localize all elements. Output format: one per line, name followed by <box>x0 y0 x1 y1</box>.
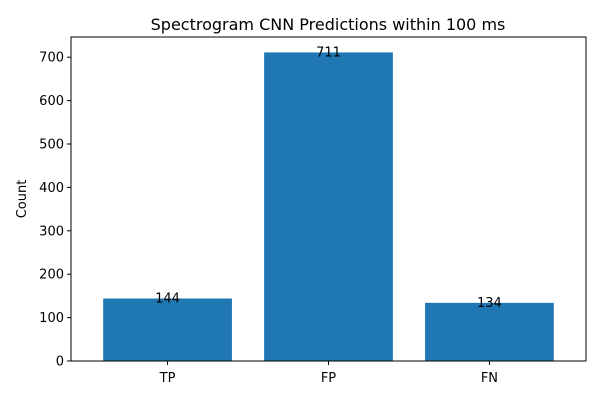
y-tick-label-300: 300 <box>39 224 64 239</box>
y-axis-label: Count <box>15 180 30 219</box>
y-tick-label-400: 400 <box>39 181 64 196</box>
bar-tp <box>103 298 232 361</box>
data-label-tp: 144 <box>155 292 180 307</box>
bar-fn <box>425 302 554 361</box>
data-labels-group: 144 711 134 <box>155 45 502 310</box>
data-label-fn: 134 <box>477 296 502 311</box>
chart-title: Spectrogram CNN Predictions within 100 m… <box>151 15 506 34</box>
data-label-fp: 711 <box>316 45 341 60</box>
bar-fp <box>264 52 393 362</box>
x-tick-label-fp: FP <box>321 371 336 386</box>
y-tick-label-0: 0 <box>56 355 64 370</box>
x-axis: TP FP FN <box>159 361 498 386</box>
x-tick-label-fn: FN <box>481 371 498 386</box>
y-tick-label-200: 200 <box>39 268 64 283</box>
bars-group <box>103 52 554 362</box>
y-tick-label-600: 600 <box>39 94 64 109</box>
x-tick-label-tp: TP <box>159 371 176 386</box>
y-tick-label-700: 700 <box>39 51 64 66</box>
y-axis: 0 100 200 300 400 500 600 700 <box>39 51 71 370</box>
y-tick-label-100: 100 <box>39 311 64 326</box>
plot-frame <box>70 36 587 362</box>
y-tick-label-500: 500 <box>39 138 64 153</box>
